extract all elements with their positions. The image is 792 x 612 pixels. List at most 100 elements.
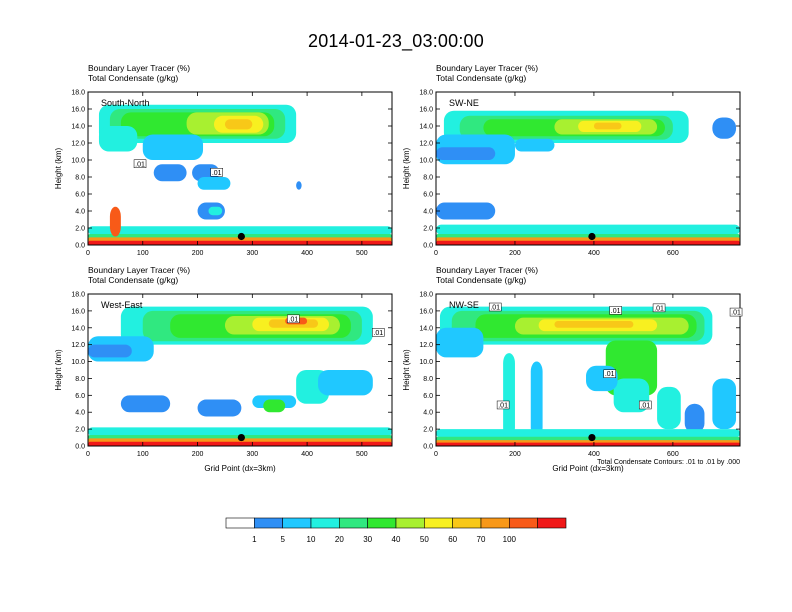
contour-label: .01: [731, 310, 741, 317]
cloud-region: [436, 442, 740, 446]
y-tick-label: 2.0: [75, 226, 85, 233]
contour-label: .01: [640, 402, 650, 409]
colorbar-swatch: [509, 517, 538, 529]
contour-footnote: Total Condensate Contours: .01 to .01 by…: [597, 459, 740, 466]
y-tick-label: 8.0: [75, 175, 85, 182]
panel-title: South-North: [101, 98, 150, 108]
x-tick-label: 0: [86, 250, 90, 257]
x-tick-label: 200: [192, 451, 204, 458]
cloud-region: [503, 353, 515, 438]
cloud-region: [153, 164, 187, 182]
cloud-region: [88, 226, 392, 235]
x-tick-label: 200: [509, 250, 521, 257]
cloud-region: [296, 181, 302, 190]
cloud-region: [436, 327, 484, 358]
contour-label: .01: [212, 170, 222, 177]
colorbar-swatch: [225, 517, 255, 529]
x-tick-label: 300: [246, 250, 258, 257]
cloud-region: [224, 119, 253, 130]
y-tick-label: 2.0: [75, 427, 85, 434]
cloud-region: [514, 138, 555, 152]
x-tick-label: 400: [588, 451, 600, 458]
colorbar-swatch: [282, 517, 312, 529]
y-tick-label: 6.0: [423, 192, 433, 199]
y-axis-label: Height (km): [402, 349, 411, 391]
cloud-region: [657, 386, 681, 430]
colorbar-label: 50: [420, 535, 429, 544]
y-tick-label: 0.0: [423, 243, 433, 250]
cloud-region: [436, 429, 740, 438]
contour-label-box: [603, 369, 616, 378]
y-tick-label: 6.0: [75, 393, 85, 400]
contour-label: .01: [498, 402, 508, 409]
panel-3: Boundary Layer Tracer (%)Total Condensat…: [54, 265, 393, 473]
cloud-region: [436, 147, 496, 160]
panel-header-line: Total Condensate (g/kg): [88, 73, 178, 83]
x-tick-label: 400: [301, 250, 313, 257]
location-marker: [237, 433, 245, 442]
location-marker: [588, 433, 596, 442]
y-tick-label: 14.0: [419, 325, 433, 332]
x-tick-label: 500: [356, 451, 368, 458]
y-axis-label: Height (km): [54, 349, 63, 391]
contour-label: .01: [490, 305, 500, 312]
y-tick-label: 4.0: [75, 209, 85, 216]
cloud-field: [436, 306, 740, 446]
panel-1: Boundary Layer Tracer (%)Total Condensat…: [54, 63, 393, 257]
contour-label-box: [210, 168, 223, 177]
x-tick-label: 200: [192, 250, 204, 257]
colorbar: 1 5 10 20 30 40 50 60 70 100: [225, 517, 567, 544]
cloud-region: [530, 361, 543, 438]
cloud-region: [684, 403, 705, 434]
cloud-region: [436, 436, 740, 441]
contour-label-box: [652, 303, 666, 313]
y-tick-label: 12.0: [419, 141, 433, 148]
y-tick-label: 14.0: [419, 124, 433, 131]
colorbar-swatch: [537, 517, 567, 529]
colorbar-label: 20: [335, 535, 344, 544]
x-tick-label: 100: [137, 451, 149, 458]
plot-frame: [435, 91, 741, 246]
y-tick-label: 4.0: [75, 410, 85, 417]
cloud-region: [197, 399, 242, 417]
y-tick-label: 18.0: [71, 90, 85, 97]
cloud-field: [88, 104, 392, 245]
colorbar-swatch: [339, 517, 368, 529]
cloud-region: [263, 399, 286, 413]
cloud-region: [88, 427, 392, 436]
colorbar-swatch: [480, 517, 510, 529]
y-tick-label: 12.0: [71, 342, 85, 349]
colorbar-label: 5: [280, 535, 285, 544]
y-tick-label: 8.0: [75, 376, 85, 383]
location-marker: [588, 232, 596, 241]
x-tick-label: 600: [667, 250, 679, 257]
x-tick-label: 0: [86, 451, 90, 458]
contour-label: .01: [373, 330, 383, 337]
y-tick-label: 0.0: [423, 444, 433, 451]
y-tick-label: 16.0: [419, 308, 433, 315]
y-tick-label: 4.0: [423, 410, 433, 417]
y-tick-label: 6.0: [423, 393, 433, 400]
y-tick-label: 0.0: [75, 444, 85, 451]
cloud-region: [208, 206, 223, 216]
y-tick-label: 16.0: [71, 107, 85, 114]
y-tick-label: 4.0: [423, 209, 433, 216]
x-axis-label: Grid Point (dx=3km): [204, 464, 276, 473]
x-tick-label: 400: [588, 250, 600, 257]
y-tick-label: 10.0: [419, 158, 433, 165]
y-tick-label: 8.0: [423, 376, 433, 383]
colorbar-swatch: [395, 517, 425, 529]
contour-label-box: [488, 302, 502, 312]
colorbar-label: 40: [392, 535, 401, 544]
plot-frame: [87, 91, 393, 246]
colorbar-label: 10: [307, 535, 316, 544]
location-marker: [237, 232, 245, 241]
panel-2: Boundary Layer Tracer (%)Total Condensat…: [402, 63, 741, 257]
cloud-region: [436, 202, 496, 220]
cloud-region: [436, 233, 740, 239]
contour-label-box: [133, 159, 147, 168]
plot-frame: [435, 293, 741, 447]
y-axis-label: Height (km): [54, 147, 63, 189]
y-tick-label: 10.0: [71, 359, 85, 366]
x-tick-label: 500: [356, 250, 368, 257]
